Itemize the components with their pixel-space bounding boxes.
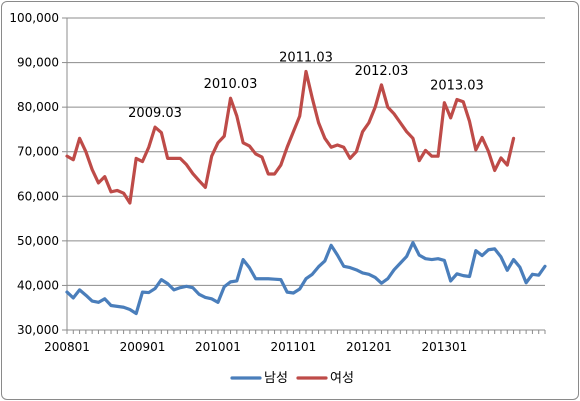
legend-label-female: 여성 <box>330 371 354 386</box>
peak-annotation: 2009.03 <box>128 106 182 121</box>
x-tick-label: 201301 <box>421 340 467 354</box>
y-tick-label: 70,000 <box>17 145 59 159</box>
legend: 남성 여성 <box>230 371 354 386</box>
y-tick-label: 50,000 <box>17 234 59 248</box>
gridlines <box>67 17 545 286</box>
x-tick-label: 201101 <box>271 340 317 354</box>
x-tick-label: 200801 <box>44 340 90 354</box>
legend-label-male: 남성 <box>264 371 288 386</box>
series-lines <box>65 69 547 316</box>
y-tick-label: 60,000 <box>17 189 59 203</box>
peak-annotation: 2013.03 <box>430 79 484 94</box>
y-tick-label: 90,000 <box>17 56 59 70</box>
series-line-female <box>65 69 516 205</box>
peak-annotation: 2012.03 <box>355 64 409 79</box>
y-tick-label: 100,000 <box>9 11 59 25</box>
x-axis-tick-labels: 200801 200901 201001 201101 201201 201301 <box>44 340 467 354</box>
peak-annotations: 2009.03 2010.03 2011.03 2012.03 2013.03 <box>128 50 484 121</box>
series-line-male <box>65 241 547 316</box>
y-tick-label: 40,000 <box>17 278 59 292</box>
y-axis-tick-labels: 30,000 40,000 50,000 60,000 70,000 80,000 90,0… <box>9 11 59 337</box>
axes <box>62 17 546 334</box>
peak-annotation: 2011.03 <box>279 50 333 65</box>
peak-annotation: 2010.03 <box>204 77 258 92</box>
y-tick-label: 80,000 <box>17 100 59 114</box>
y-tick-label: 30,000 <box>17 323 59 337</box>
x-tick-label: 201001 <box>195 340 241 354</box>
x-tick-label: 200901 <box>120 340 166 354</box>
x-tick-label: 201201 <box>346 340 392 354</box>
